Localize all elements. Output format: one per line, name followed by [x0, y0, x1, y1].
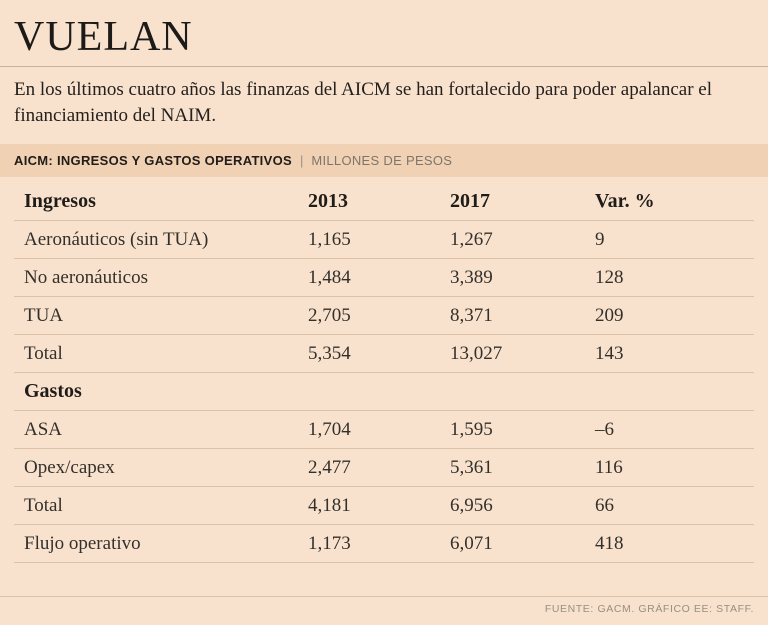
value-2013: 5,354 — [308, 342, 351, 364]
table-row: ASA 1,704 1,595 –6 — [14, 411, 754, 450]
row-label: Total — [24, 494, 63, 516]
band-separator: | — [299, 153, 304, 169]
subtitle: En los últimos cuatro años las finanzas … — [14, 79, 713, 126]
table-row: Flujo operativo 1,173 6,071 418 — [14, 525, 754, 564]
value-2017: 6,071 — [450, 532, 493, 554]
column-header-var: Var. % — [595, 190, 655, 213]
table-section-row: Gastos — [14, 373, 754, 412]
value-2017: 1,267 — [450, 228, 493, 250]
value-2013: 1,704 — [308, 418, 351, 440]
value-2017: 6,956 — [450, 494, 493, 516]
value-var: 66 — [595, 494, 614, 516]
table-title: AICM: INGRESOS Y GASTOS OPERATIVOS — [14, 153, 292, 169]
table-row: No aeronáuticos 1,484 3,389 128 — [14, 259, 754, 298]
value-2017: 3,389 — [450, 266, 493, 288]
row-label: TUA — [24, 304, 64, 326]
row-label: Total — [24, 342, 63, 364]
value-var: 143 — [595, 342, 624, 364]
value-2017: 1,595 — [450, 418, 493, 440]
value-2013: 1,484 — [308, 266, 351, 288]
value-2017: 5,361 — [450, 456, 493, 478]
page-title: VUELAN — [14, 14, 193, 60]
table-row: Total 4,181 6,956 66 — [14, 487, 754, 526]
section-header-gastos: Gastos — [24, 380, 82, 403]
table-column-header-row: Ingresos 2013 2017 Var. % — [14, 183, 754, 222]
value-var: 418 — [595, 532, 624, 554]
value-var: –6 — [595, 418, 614, 440]
row-label: Flujo operativo — [24, 532, 141, 554]
column-header-2017: 2017 — [450, 190, 490, 213]
value-2013: 2,705 — [308, 304, 351, 326]
table-row: Opex/capex 2,477 5,361 116 — [14, 449, 754, 488]
value-var: 128 — [595, 266, 624, 288]
table-unit-label: MILLONES DE PESOS — [311, 153, 453, 169]
value-var: 116 — [595, 456, 623, 478]
table-row: Total 5,354 13,027 143 — [14, 335, 754, 374]
value-2013: 1,173 — [308, 532, 351, 554]
source-credit: FUENTE: GACM. GRÁFICO EE: STAFF. — [0, 596, 768, 625]
value-2017: 8,371 — [450, 304, 493, 326]
column-header-2013: 2013 — [308, 190, 348, 213]
table-row: TUA 2,705 8,371 209 — [14, 297, 754, 336]
value-var: 9 — [595, 228, 605, 250]
value-2017: 13,027 — [450, 342, 503, 364]
value-var: 209 — [595, 304, 624, 326]
section-header-ingresos: Ingresos — [24, 190, 96, 213]
value-2013: 4,181 — [308, 494, 351, 516]
row-label: ASA — [24, 418, 63, 440]
table-header-band: AICM: INGRESOS Y GASTOS OPERATIVOS | MIL… — [0, 144, 768, 178]
row-label: Aeronáuticos (sin TUA) — [24, 228, 209, 250]
title-divider — [0, 66, 768, 67]
value-2013: 2,477 — [308, 456, 351, 478]
row-label: No aeronáuticos — [24, 266, 148, 288]
row-label: Opex/capex — [24, 456, 115, 478]
value-2013: 1,165 — [308, 228, 351, 250]
data-table: Ingresos 2013 2017 Var. % Aeronáuticos (… — [14, 183, 754, 564]
table-row: Aeronáuticos (sin TUA) 1,165 1,267 9 — [14, 221, 754, 260]
